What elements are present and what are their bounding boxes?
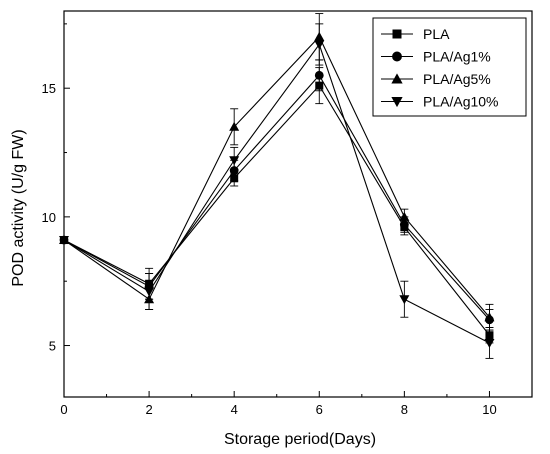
series-line [63, 35, 490, 318]
x-tick-label: 10 [482, 402, 496, 417]
legend: PLA PLA/Ag1% PLA/Ag5% PLA/Ag10% [372, 17, 527, 117]
legend-item: PLA/Ag5% [381, 71, 491, 87]
series-line [63, 84, 490, 336]
legend-item: PLA/Ag1% [381, 49, 491, 65]
data-point [229, 121, 240, 131]
x-tick-label: 0 [60, 402, 67, 417]
legend-marker [392, 29, 402, 39]
y-tick-label: 15 [42, 81, 56, 96]
x-axis-label: Storage period(Days) [224, 431, 376, 448]
legend-label: PLA/Ag10% [423, 94, 499, 110]
legend-label: PLA [423, 26, 450, 42]
data-point [484, 338, 495, 348]
x-tick-label: 8 [401, 402, 408, 417]
y-tick-label: 5 [49, 339, 56, 354]
series-line [63, 74, 490, 321]
data-point [59, 236, 69, 246]
data-point [399, 211, 410, 221]
x-tick-label: 6 [316, 402, 323, 417]
y-tick-label: 10 [42, 210, 56, 225]
y-axis-label: POD activity (U/g FW) [10, 129, 27, 286]
series-pla-ag10- [59, 23, 495, 359]
legend-marker [391, 97, 403, 108]
data-point [144, 287, 155, 297]
series-line [63, 43, 490, 344]
data-point [484, 312, 495, 322]
x-tick-label: 4 [231, 402, 238, 417]
axis-ticks: 0 2 4 6 8 10 5 10 15 [42, 23, 497, 417]
data-series [59, 13, 495, 359]
legend-item: PLA/Ag10% [381, 94, 499, 110]
legend-label: PLA/Ag5% [423, 71, 491, 87]
legend-item: PLA [381, 26, 450, 42]
data-point [399, 295, 410, 305]
data-point [314, 40, 325, 50]
data-point [229, 156, 240, 166]
data-point [314, 70, 324, 80]
legend-marker [391, 73, 403, 84]
legend-marker [392, 51, 402, 62]
plot-frame [63, 10, 533, 398]
x-tick-label: 2 [145, 402, 152, 417]
legend-label: PLA/Ag1% [423, 49, 491, 65]
